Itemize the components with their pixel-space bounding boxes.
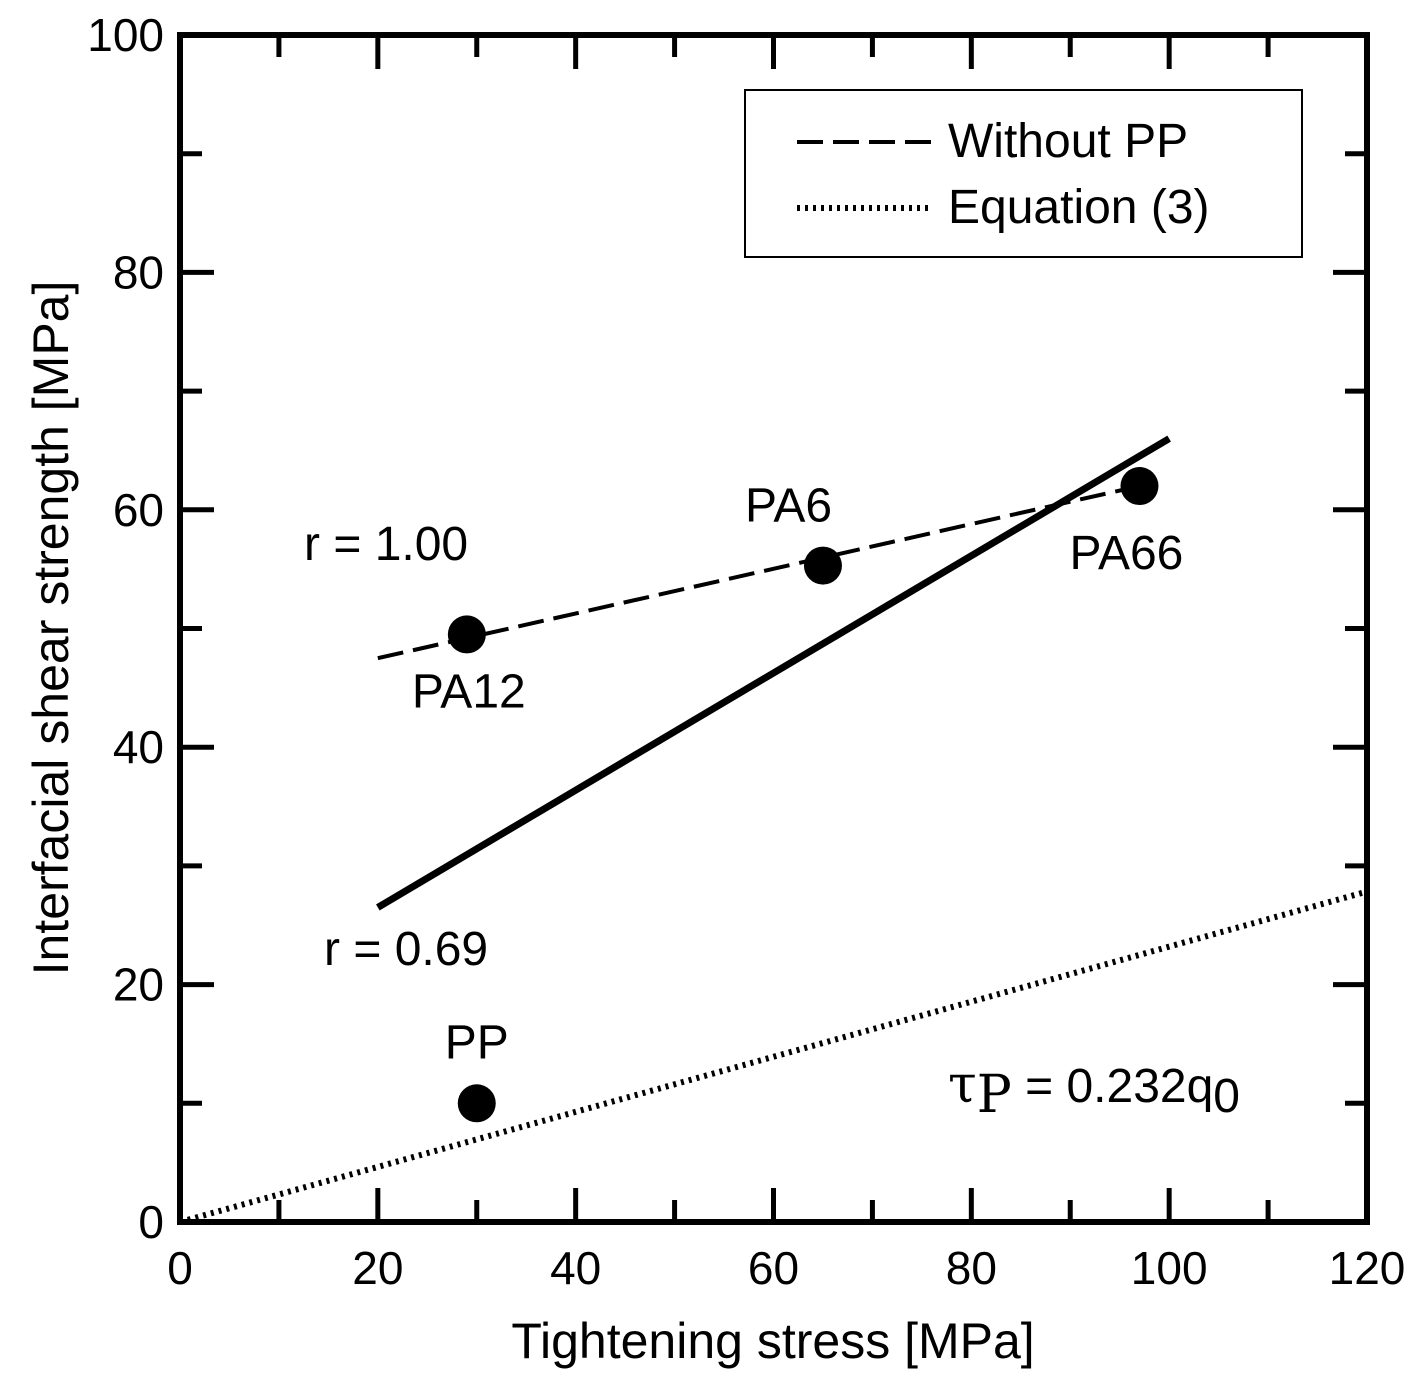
x-axis-title: Tightening stress [MPa] — [511, 1313, 1034, 1369]
data-label-pp: PP — [445, 1016, 509, 1069]
equation-subscript-p: P — [977, 1065, 1012, 1125]
data-label-pa6: PA6 — [745, 480, 832, 533]
x-tick-label: 100 — [1131, 1242, 1208, 1294]
series-line-solid — [376, 435, 1171, 911]
y-tick-label: 20 — [113, 959, 164, 1011]
legend-label-without-pp: Without PP — [948, 115, 1188, 168]
data-points — [447, 467, 1159, 1123]
legend-label-equation: Equation (3) — [948, 181, 1210, 234]
data-point-pp — [457, 1084, 496, 1123]
annotation-equation: τP = 0.232q0 — [948, 1055, 1240, 1125]
x-tick-label: 20 — [352, 1242, 403, 1294]
equation-subscript-0: 0 — [1213, 1070, 1240, 1123]
equation-tau: τ — [948, 1055, 977, 1115]
y-axis-title: Interfacial shear strength [MPa] — [23, 281, 79, 976]
x-tick-labels: 0 20 40 60 80 100 120 — [167, 1242, 1405, 1294]
axis-ticks — [177, 32, 1370, 1225]
data-point-pa66 — [1120, 467, 1159, 506]
y-tick-labels: 0 20 40 60 80 100 — [87, 9, 164, 1248]
data-point-pa6 — [803, 546, 842, 585]
y-tick-label: 60 — [113, 484, 164, 536]
x-tick-label: 60 — [748, 1242, 799, 1294]
equation-body: = 0.232q — [1012, 1060, 1214, 1113]
x-tick-label: 0 — [167, 1242, 193, 1294]
data-label-pa12: PA12 — [412, 665, 526, 718]
y-tick-label: 100 — [87, 9, 164, 61]
legend: Without PP Equation (3) — [744, 89, 1303, 258]
data-label-pa66: PA66 — [1069, 527, 1183, 580]
x-tick-label: 120 — [1329, 1242, 1406, 1294]
y-tick-label: 0 — [138, 1196, 164, 1248]
data-point-pa12 — [447, 615, 486, 654]
series-line-dashed — [377, 484, 1140, 661]
legend-box — [744, 89, 1303, 258]
x-tick-label: 40 — [550, 1242, 601, 1294]
y-tick-label: 40 — [113, 721, 164, 773]
y-tick-label: 80 — [113, 246, 164, 298]
series-lines — [179, 435, 1368, 1225]
data-labels: PA12 PA6 PA66 PP — [412, 480, 1183, 1070]
annotation-r-without-pp: r = 1.00 — [304, 518, 468, 571]
x-tick-label: 80 — [946, 1242, 997, 1294]
series-line-dotted — [179, 888, 1368, 1225]
annotation-r-all: r = 0.69 — [324, 923, 488, 976]
